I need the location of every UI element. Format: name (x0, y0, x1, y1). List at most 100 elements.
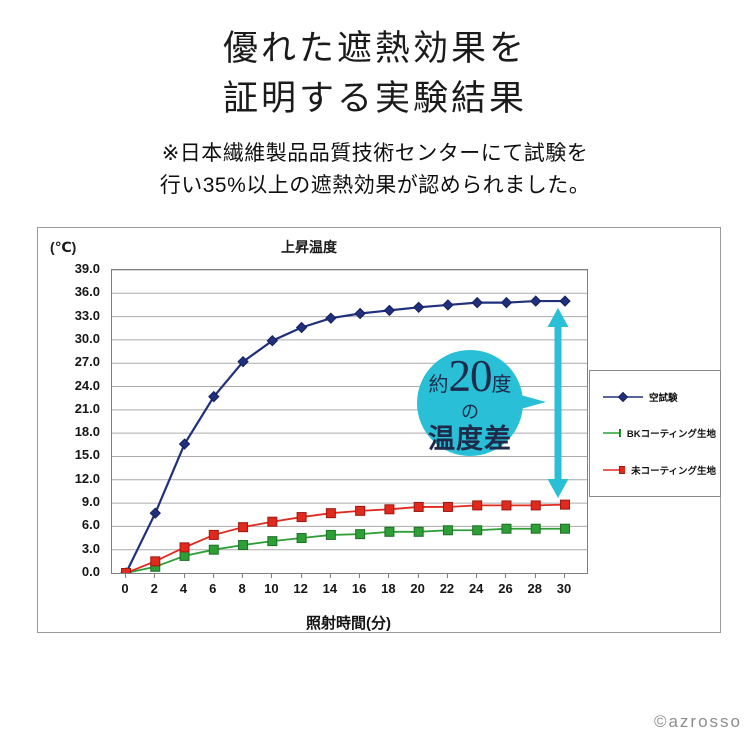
legend-marker-icon (603, 465, 626, 474)
x-tick-mark (271, 574, 273, 578)
x-tick-mark (300, 574, 302, 578)
series-line-1 (125, 527, 565, 573)
data-point (266, 334, 279, 347)
data-point (179, 550, 190, 561)
chart-panel: 上昇温度 (℃) 39.0 36.0 33.0 30.0 27.0 24.0 21.0 18.… (37, 227, 721, 633)
x-tick-label: 26 (498, 581, 513, 596)
data-point (267, 516, 278, 527)
x-tick-mark (505, 574, 507, 578)
data-point (413, 526, 424, 537)
data-point (355, 529, 366, 540)
legend-item-1: BKコーティング生地 (603, 426, 716, 440)
x-tick-label: 0 (121, 581, 129, 596)
data-point (530, 523, 541, 534)
data-point (149, 507, 161, 519)
data-point (383, 304, 396, 317)
data-point (238, 540, 249, 551)
data-point (296, 512, 307, 523)
data-point (530, 500, 541, 511)
y-axis-unit-label: (℃) (50, 239, 77, 255)
data-point (442, 299, 454, 311)
y-tick-label: 21.0 (74, 400, 100, 416)
x-tick-label: 2 (150, 581, 158, 596)
annotation-number: 20 (448, 350, 493, 401)
data-point (325, 312, 337, 324)
series-line-2 (125, 503, 566, 573)
test-note-line1: ※日本繊維製品品質技術センターにて試験を (161, 142, 589, 166)
legend: 空試験 BKコーティング生地未コーティング生地 (589, 370, 721, 497)
data-point (325, 508, 336, 519)
data-point (442, 501, 453, 512)
x-tick-mark (388, 574, 390, 578)
data-point (355, 505, 366, 516)
data-point (560, 523, 570, 534)
data-point (500, 296, 513, 309)
x-tick-mark (417, 574, 419, 578)
legend-item-0: 空試験 (603, 390, 716, 404)
data-point (295, 321, 308, 334)
x-tick-mark (212, 574, 214, 578)
annotation-prefix: 約 (428, 373, 449, 396)
data-point (412, 301, 425, 313)
data-point (530, 295, 542, 307)
data-point (237, 355, 249, 368)
x-tick-label: 18 (381, 581, 396, 596)
data-point (208, 390, 220, 403)
y-tick-label: 27.0 (74, 354, 100, 370)
data-point (208, 544, 219, 555)
y-tick-label: 39.0 (74, 261, 100, 276)
annotation-line1: 約 20 度 (428, 350, 512, 401)
x-tick-label: 8 (238, 581, 246, 596)
data-point (384, 526, 395, 537)
x-tick-label: 30 (556, 581, 572, 596)
annotation-line2: の (461, 401, 479, 422)
series-line-0 (125, 299, 565, 573)
chart-title: 上昇温度 (281, 239, 337, 255)
x-tick-label: 28 (527, 581, 542, 596)
annotation-bubble: 約 20 度 の 温度差 (417, 350, 523, 456)
data-point (150, 556, 161, 567)
test-note: ※日本繊維製品品質技術センターにて試験を 行い35%以上の遮熱効果が認められまし… (0, 138, 750, 201)
y-tick-label: 33.0 (74, 307, 100, 323)
data-point (472, 525, 483, 536)
y-tick-label: 18.0 (74, 424, 100, 440)
y-tick-label: 30.0 (74, 330, 100, 346)
y-tick-label: 6.0 (81, 517, 100, 533)
x-tick-mark (534, 574, 536, 578)
annotation-line3: 温度差 (428, 423, 512, 454)
x-axis-title: 照射時間(分) (306, 615, 391, 632)
data-point (267, 536, 278, 547)
data-point (384, 504, 395, 515)
data-point (354, 307, 366, 320)
legend-item-2: 未コーティング生地 (603, 463, 716, 477)
x-tick-label: 4 (179, 581, 188, 596)
x-tick-mark (359, 574, 361, 578)
page-title: 優れた遮熱効果を 証明する実験結果 (0, 0, 750, 123)
data-point (413, 501, 424, 512)
data-point (208, 529, 219, 540)
data-point (560, 499, 570, 510)
data-point (501, 523, 512, 534)
legend-marker-icon (603, 391, 643, 403)
page-title-line1: 優れた遮熱効果を (222, 29, 527, 68)
data-point (501, 500, 512, 511)
data-point (559, 295, 571, 307)
legend-marker-icon (603, 429, 621, 438)
x-tick-label: 14 (322, 581, 338, 596)
y-tick-label: 36.0 (74, 284, 100, 300)
legend-label: BKコーティング生地 (626, 429, 716, 441)
data-point (442, 525, 453, 536)
x-tick-mark (242, 574, 244, 578)
data-point (179, 542, 190, 553)
data-point (238, 522, 249, 533)
legend-label: 空試験 (649, 393, 678, 405)
x-tick-label: 6 (209, 581, 217, 596)
y-tick-label: 3.0 (81, 540, 100, 556)
x-tick-label: 20 (410, 581, 425, 596)
data-point (325, 529, 336, 540)
data-point (471, 296, 483, 309)
data-point (296, 533, 307, 544)
x-tick-mark (154, 574, 156, 578)
data-point (178, 438, 191, 450)
